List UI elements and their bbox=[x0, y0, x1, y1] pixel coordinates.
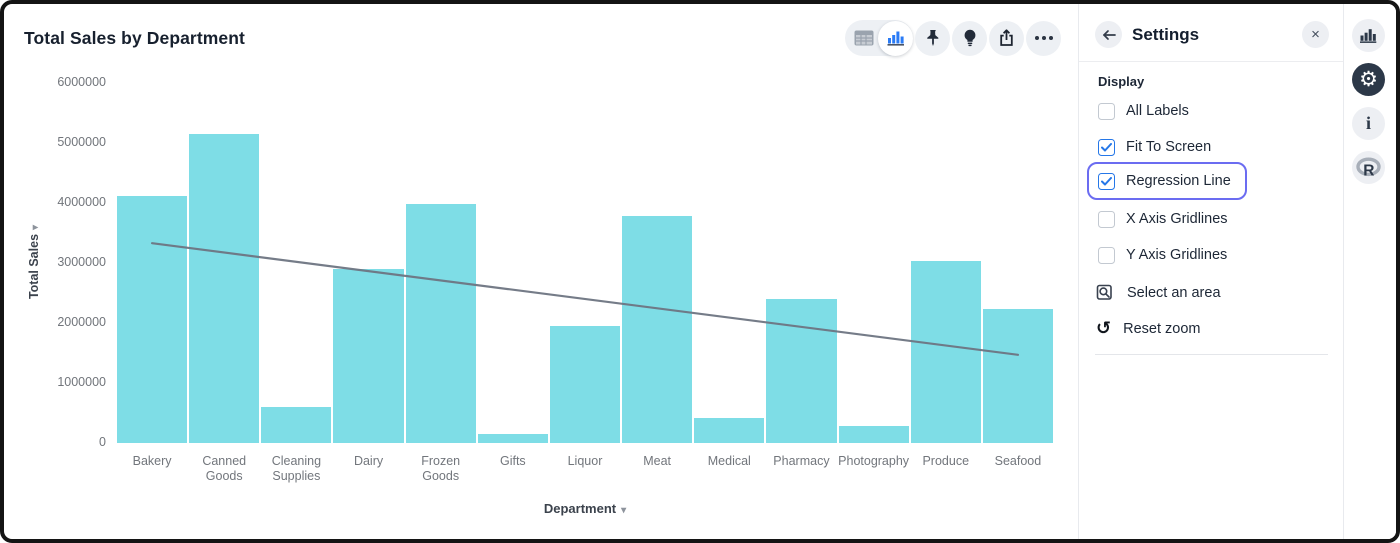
x-tick-label: Canned Goods bbox=[202, 454, 247, 483]
x-tick-label: Frozen Goods bbox=[421, 454, 461, 483]
chart-bar-medical[interactable] bbox=[694, 417, 765, 443]
info-icon[interactable]: i bbox=[1352, 107, 1385, 140]
x-tick-label: Seafood bbox=[994, 454, 1042, 468]
chart-bar-produce[interactable] bbox=[910, 261, 981, 443]
table-view-icon[interactable] bbox=[854, 30, 874, 46]
fit-to-screen-checkbox[interactable] bbox=[1098, 138, 1115, 156]
regression-line bbox=[150, 242, 1020, 356]
lightbulb-icon[interactable] bbox=[952, 20, 987, 56]
x-tick-label: Gifts bbox=[499, 454, 526, 468]
panel-divider bbox=[1079, 61, 1343, 62]
chart-bar-meat[interactable] bbox=[622, 215, 693, 443]
checkbox-row-y-axis-gridlines[interactable]: Y Axis Gridlines bbox=[1098, 238, 1227, 272]
chart-bar-dairy[interactable] bbox=[333, 269, 404, 443]
x-axis-title[interactable]: Department ▾ bbox=[543, 501, 627, 516]
chart-bar-bakery[interactable] bbox=[117, 195, 188, 443]
panel-bottom-divider bbox=[1095, 354, 1328, 355]
page-title: Total Sales by Department bbox=[24, 28, 245, 48]
back-arrow-icon[interactable] bbox=[1095, 21, 1122, 48]
reset-zoom-action[interactable]: ↺ Reset zoom bbox=[1096, 318, 1201, 339]
checkbox-row-fit-to-screen[interactable]: Fit To Screen bbox=[1098, 130, 1211, 164]
share-icon[interactable] bbox=[989, 20, 1024, 56]
svg-text:R: R bbox=[1363, 162, 1374, 179]
checkbox-row-x-axis-gridlines[interactable]: X Axis Gridlines bbox=[1098, 202, 1228, 236]
bar-chart-plot bbox=[116, 83, 1054, 443]
chart-icon[interactable] bbox=[1352, 19, 1385, 52]
r-logo-icon[interactable]: R bbox=[1352, 151, 1385, 184]
display-section-label: Display bbox=[1098, 74, 1145, 89]
settings-gear-icon[interactable]: ⚙ bbox=[1352, 63, 1385, 96]
chart-bar-seafood[interactable] bbox=[982, 309, 1053, 443]
right-icon-rail: ⚙ i R bbox=[1343, 4, 1396, 539]
close-icon[interactable]: × bbox=[1302, 21, 1329, 48]
settings-panel: Settings × Display All Labels Fit To Scr… bbox=[1078, 4, 1343, 539]
settings-title: Settings bbox=[1132, 25, 1200, 44]
chart-bar-liquor[interactable] bbox=[549, 326, 621, 443]
x-tick-label: Cleaning Supplies bbox=[271, 454, 322, 483]
x-tick-label: Meat bbox=[643, 454, 672, 468]
checkbox-row-regression-line[interactable]: Regression Line bbox=[1087, 162, 1247, 200]
y-tick-label: 0 bbox=[99, 435, 106, 449]
x-axis-menu-arrow: ▾ bbox=[621, 505, 627, 516]
chart-bar-cleaning-supplies[interactable] bbox=[261, 407, 332, 443]
chart-bar-gifts[interactable] bbox=[477, 434, 548, 443]
y-tick-label: 1000000 bbox=[57, 375, 106, 389]
y-tick-label: 2000000 bbox=[57, 315, 106, 329]
y-tick-label: 6000000 bbox=[57, 75, 106, 89]
y-tick-label: 4000000 bbox=[57, 195, 106, 209]
x-axis-gridlines-checkbox[interactable] bbox=[1098, 210, 1115, 228]
settings-panel-header: Settings × bbox=[1079, 4, 1343, 61]
x-tick-label: Produce bbox=[922, 454, 970, 468]
chart-bar-canned-goods[interactable] bbox=[189, 134, 260, 443]
x-tick-label: Liquor bbox=[567, 454, 603, 468]
all-labels-checkbox[interactable] bbox=[1098, 102, 1115, 120]
bar-chart-view-icon[interactable] bbox=[878, 20, 913, 56]
select-area-icon bbox=[1096, 284, 1115, 303]
x-tick-label: Pharmacy bbox=[773, 454, 830, 468]
x-tick-label: Medical bbox=[707, 454, 751, 468]
x-tick-label: Bakery bbox=[132, 454, 172, 468]
x-tick-label: Photography bbox=[838, 454, 910, 468]
y-axis-ticks: 0 1000000 2000000 3000000 4000000 5000000 6000… bbox=[24, 75, 106, 449]
y-tick-label: 3000000 bbox=[57, 255, 106, 269]
select-area-action[interactable]: Select an area bbox=[1096, 276, 1221, 310]
reset-zoom-icon: ↺ bbox=[1096, 318, 1112, 339]
chart-bar-photography[interactable] bbox=[838, 425, 909, 443]
y-axis-gridlines-checkbox[interactable] bbox=[1098, 246, 1115, 264]
checkbox-row-all-labels[interactable]: All Labels bbox=[1098, 94, 1189, 128]
y-tick-label: 5000000 bbox=[57, 135, 106, 149]
x-tick-label: Dairy bbox=[353, 454, 384, 468]
regression-line-checkbox[interactable] bbox=[1098, 172, 1115, 190]
more-icon[interactable] bbox=[1026, 20, 1061, 56]
view-toggle[interactable] bbox=[845, 20, 913, 56]
x-axis-ticks: Bakery Canned Goods Cleaning Supplies Dairy… bbox=[116, 454, 1054, 488]
chart-bar-frozen-goods[interactable] bbox=[405, 204, 476, 443]
pin-icon[interactable] bbox=[915, 20, 950, 56]
chart-toolbar bbox=[845, 20, 1061, 56]
